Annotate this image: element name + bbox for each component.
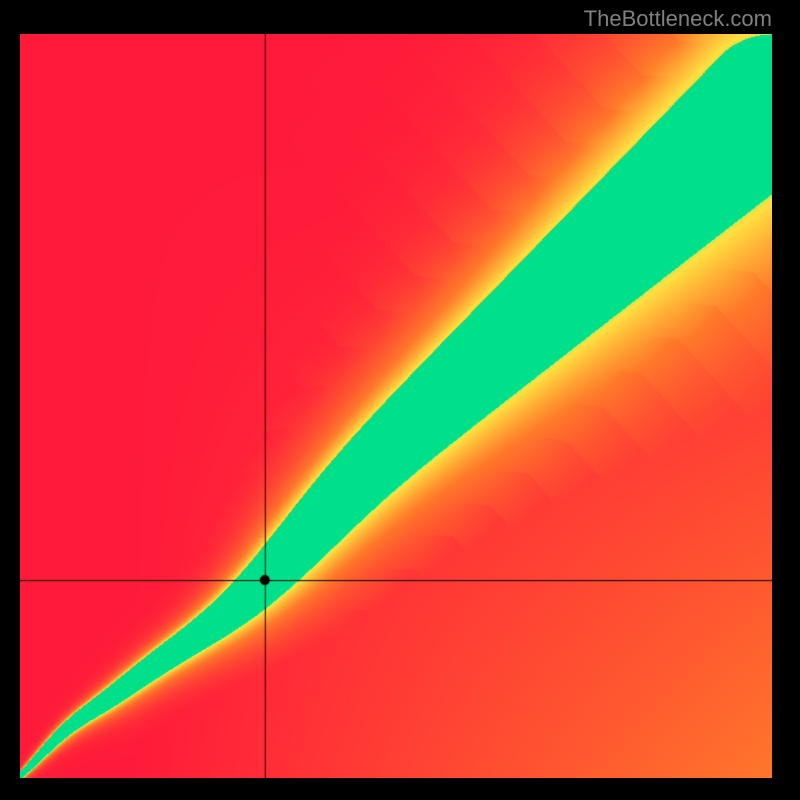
watermark-text: TheBottleneck.com [584, 6, 772, 32]
chart-container: TheBottleneck.com [0, 0, 800, 800]
plot-area [20, 34, 772, 778]
heatmap-canvas [20, 34, 772, 778]
